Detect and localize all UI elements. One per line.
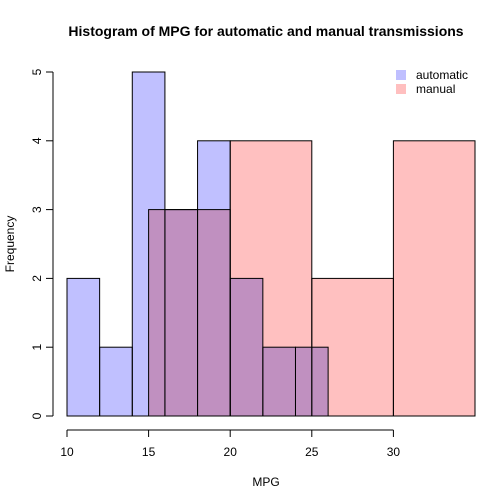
legend-swatch-manual xyxy=(396,84,406,94)
chart-title: Histogram of MPG for automatic and manua… xyxy=(68,23,463,39)
manual-bar-20-25 xyxy=(229,140,313,417)
y-tick-label-0: 0 xyxy=(30,412,44,419)
manual-bar-30-35 xyxy=(392,140,476,417)
y-tick-label-2: 2 xyxy=(30,275,44,282)
legend-label-automatic: automatic xyxy=(416,68,468,82)
x-tick-label-25: 25 xyxy=(305,445,319,459)
manual-bar-25-30 xyxy=(311,277,394,417)
axes-layer: 10 15 20 25 30 0 1 2 3 4 5 xyxy=(30,68,400,459)
legend-label-manual: manual xyxy=(416,82,455,96)
y-axis-label: Frequency xyxy=(3,216,17,273)
automatic-bar-12-14 xyxy=(99,346,133,417)
x-tick-label-10: 10 xyxy=(60,445,74,459)
x-tick-label-30: 30 xyxy=(387,445,401,459)
x-axis-label: MPG xyxy=(252,475,279,489)
x-tick-label-15: 15 xyxy=(142,445,156,459)
y-tick-label-4: 4 xyxy=(30,137,44,144)
x-tick-label-20: 20 xyxy=(224,445,238,459)
automatic-bar-10-12 xyxy=(66,277,101,417)
legend-swatch-automatic xyxy=(396,70,406,80)
bars-layer xyxy=(66,71,476,417)
y-tick-label-1: 1 xyxy=(30,344,44,351)
manual-bar-15-20 xyxy=(148,209,231,417)
y-tick-label-3: 3 xyxy=(30,206,44,213)
y-tick-label-5: 5 xyxy=(30,68,44,75)
